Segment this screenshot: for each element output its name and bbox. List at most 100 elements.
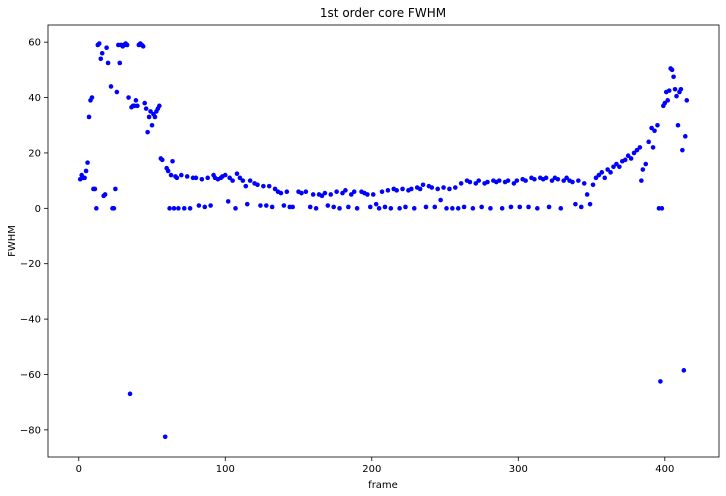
point <box>307 204 313 210</box>
point <box>313 206 319 211</box>
point <box>102 192 108 197</box>
point <box>126 95 131 100</box>
point <box>168 172 174 178</box>
point <box>514 178 520 183</box>
point <box>148 109 153 114</box>
point <box>243 183 249 189</box>
point <box>596 172 602 178</box>
point <box>266 183 272 189</box>
point <box>244 201 250 207</box>
point <box>196 203 202 208</box>
point <box>157 103 162 109</box>
point <box>379 189 385 195</box>
point <box>83 168 89 174</box>
point <box>233 206 238 211</box>
point <box>82 175 87 181</box>
point <box>643 161 649 167</box>
point <box>98 56 104 62</box>
point <box>303 189 309 195</box>
point <box>337 206 342 211</box>
y-tick-label: −40 <box>20 315 41 326</box>
point <box>558 206 564 211</box>
point <box>652 128 657 134</box>
point <box>455 206 461 211</box>
point <box>640 167 646 172</box>
point <box>92 186 98 192</box>
point <box>671 74 676 80</box>
point <box>614 161 619 167</box>
point <box>346 204 351 210</box>
point <box>149 122 155 128</box>
point <box>290 204 295 210</box>
point <box>208 203 213 208</box>
point <box>593 175 599 181</box>
point <box>152 114 158 120</box>
point <box>225 199 231 204</box>
x-tick-label: 100 <box>216 464 235 475</box>
point <box>388 206 394 211</box>
point <box>672 86 678 92</box>
point <box>605 167 610 172</box>
point <box>171 206 177 211</box>
x-axis-label: frame <box>368 480 398 491</box>
point <box>655 122 660 128</box>
point <box>578 204 584 210</box>
point <box>526 204 531 210</box>
y-tick-label: −20 <box>20 259 41 270</box>
point <box>467 179 473 185</box>
point <box>581 181 587 186</box>
point <box>263 203 269 208</box>
point <box>631 150 637 156</box>
point <box>435 186 441 192</box>
point <box>602 175 608 181</box>
point <box>174 175 180 181</box>
point <box>628 156 634 161</box>
point <box>423 204 429 210</box>
point <box>458 181 464 186</box>
point <box>669 67 675 73</box>
point <box>659 206 665 211</box>
point <box>447 186 452 192</box>
point <box>319 193 325 199</box>
point <box>622 157 628 163</box>
point <box>681 368 687 373</box>
point <box>508 204 514 210</box>
point <box>334 189 339 195</box>
point <box>278 190 284 196</box>
point <box>662 100 668 106</box>
point <box>658 379 663 384</box>
y-tick-label: −60 <box>20 370 41 381</box>
point <box>666 88 672 93</box>
point <box>665 98 671 103</box>
point <box>146 114 152 120</box>
point <box>247 178 253 183</box>
point <box>646 139 651 145</box>
point <box>227 175 232 181</box>
point <box>322 190 328 196</box>
point <box>617 164 622 170</box>
point <box>325 203 331 208</box>
point <box>683 134 688 139</box>
point <box>420 182 426 188</box>
point <box>634 147 640 153</box>
point <box>234 171 240 177</box>
point <box>608 170 613 175</box>
point <box>411 206 417 211</box>
point <box>368 204 373 210</box>
point <box>543 175 549 181</box>
y-tick-label: 40 <box>28 93 41 104</box>
point <box>397 206 402 211</box>
point <box>674 93 679 99</box>
point <box>587 201 593 207</box>
point <box>114 89 120 95</box>
point <box>176 206 181 211</box>
point <box>272 186 278 192</box>
point <box>140 44 146 49</box>
point <box>444 206 449 211</box>
point <box>532 176 537 182</box>
y-tick-label: 60 <box>28 38 41 49</box>
point <box>373 201 379 207</box>
y-tick-label: 20 <box>28 148 41 159</box>
point <box>237 175 243 181</box>
